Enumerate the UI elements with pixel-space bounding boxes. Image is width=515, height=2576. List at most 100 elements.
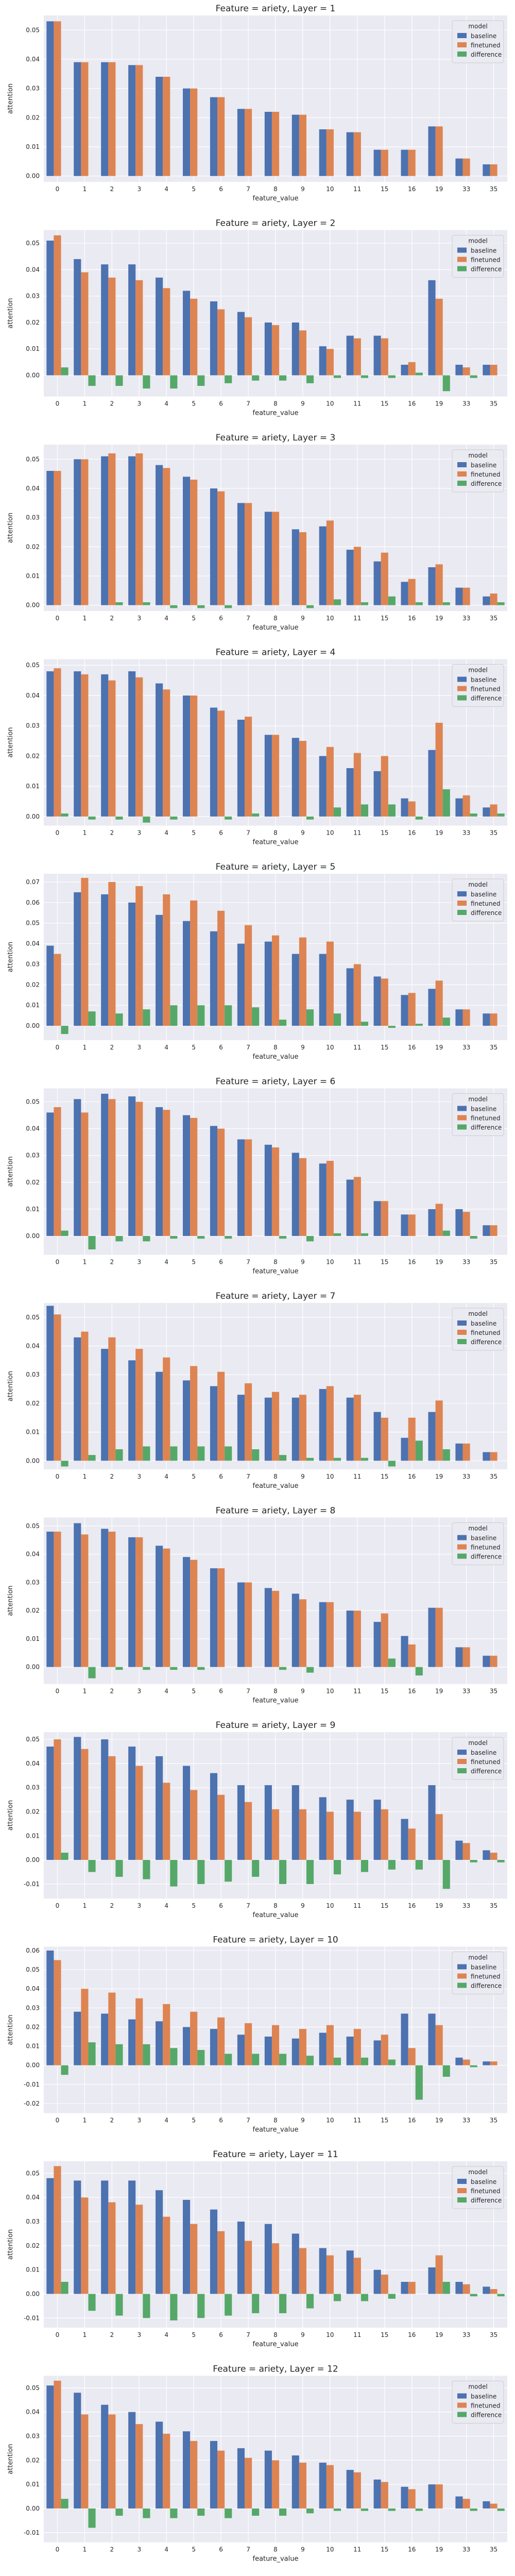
y-tick-label: 0.03 xyxy=(26,514,40,521)
y-tick-label: 0.03 xyxy=(26,1784,40,1791)
y-tick-label: 0.00 xyxy=(26,2290,40,2297)
x-tick-label: 0 xyxy=(56,829,60,837)
bar-difference-9 xyxy=(306,816,314,820)
bar-baseline-33 xyxy=(455,2057,463,2065)
bar-finetuned-10 xyxy=(326,129,334,176)
bar-difference-3 xyxy=(143,375,150,389)
x-tick-label: 11 xyxy=(353,1473,361,1480)
bar-difference-8 xyxy=(279,2054,287,2065)
bar-baseline-7 xyxy=(237,1582,245,1667)
bar-difference-5 xyxy=(197,605,205,608)
x-tick-label: 1 xyxy=(83,1688,87,1695)
bar-baseline-9 xyxy=(291,1397,299,1461)
bar-difference-6 xyxy=(225,1236,232,1239)
bar-difference-33 xyxy=(470,2508,477,2511)
y-axis-label: attention xyxy=(7,727,14,757)
bar-baseline-2 xyxy=(101,264,109,376)
legend-label-difference: difference xyxy=(471,2412,502,2419)
bar-baseline-10 xyxy=(319,2463,327,2509)
bar-baseline-33 xyxy=(455,158,463,176)
bar-difference-3 xyxy=(143,2508,150,2518)
y-tick-label: 0.04 xyxy=(26,266,40,273)
bar-finetuned-9 xyxy=(299,937,306,1026)
x-tick-label: 0 xyxy=(56,400,60,408)
y-axis-label: attention xyxy=(7,1800,14,1831)
x-tick-label: 2 xyxy=(110,400,114,408)
x-tick-label: 10 xyxy=(326,1902,334,1909)
bar-difference-33 xyxy=(470,814,477,817)
bar-difference-10 xyxy=(333,2508,341,2511)
legend-label-baseline: baseline xyxy=(471,32,496,40)
bar-finetuned-4 xyxy=(163,1357,170,1461)
bar-difference-7 xyxy=(252,375,260,381)
bar-difference-1 xyxy=(88,816,96,820)
bar-baseline-19 xyxy=(428,2267,436,2294)
y-tick-label: 0.03 xyxy=(26,85,40,92)
bar-difference-4 xyxy=(170,1667,178,1670)
bar-baseline-2 xyxy=(101,2013,109,2065)
x-tick-label: 16 xyxy=(408,2331,416,2338)
bar-baseline-7 xyxy=(237,312,245,376)
x-tick-label: 7 xyxy=(246,829,250,837)
bar-finetuned-33 xyxy=(462,367,470,376)
bar-finetuned-16 xyxy=(408,1828,416,1860)
bar-finetuned-35 xyxy=(490,804,497,817)
y-tick-label: 0.04 xyxy=(26,1760,40,1767)
bar-baseline-35 xyxy=(483,1013,490,1026)
bar-difference-15 xyxy=(388,596,396,605)
bar-difference-0 xyxy=(61,367,68,376)
legend-swatch-baseline xyxy=(457,2393,467,2399)
x-tick-label: 1 xyxy=(83,1259,87,1266)
bar-finetuned-19 xyxy=(435,2025,443,2065)
bar-difference-6 xyxy=(225,605,232,608)
bar-finetuned-4 xyxy=(163,1783,170,1860)
bar-difference-2 xyxy=(115,1449,123,1461)
bar-finetuned-0 xyxy=(54,2380,61,2509)
bar-baseline-3 xyxy=(128,2412,136,2509)
legend-label-difference: difference xyxy=(471,1982,502,1990)
bar-baseline-33 xyxy=(455,1009,463,1026)
bar-baseline-4 xyxy=(156,1371,163,1461)
bar-difference-5 xyxy=(197,1446,205,1461)
bar-finetuned-7 xyxy=(245,2023,252,2065)
bar-baseline-19 xyxy=(428,567,436,605)
bar-finetuned-5 xyxy=(190,88,198,176)
bar-finetuned-3 xyxy=(135,886,143,1026)
bar-baseline-15 xyxy=(373,771,381,817)
bar-difference-2 xyxy=(115,2508,123,2516)
bar-finetuned-6 xyxy=(217,1371,225,1461)
legend-label-difference: difference xyxy=(471,1768,502,1775)
bar-finetuned-9 xyxy=(299,2463,306,2509)
bar-baseline-8 xyxy=(264,1785,272,1860)
legend-title: model xyxy=(468,1096,487,1103)
x-tick-label: 9 xyxy=(301,2546,305,2553)
x-tick-label: 11 xyxy=(353,1044,361,1051)
bar-finetuned-33 xyxy=(462,1647,470,1667)
bar-finetuned-9 xyxy=(299,1158,306,1236)
y-tick-label: 0.05 xyxy=(26,2384,40,2392)
legend-swatch-baseline xyxy=(457,891,467,896)
bar-difference-4 xyxy=(170,1860,178,1887)
bar-baseline-6 xyxy=(210,97,218,176)
x-tick-label: 15 xyxy=(381,829,388,837)
y-tick-label: 0.03 xyxy=(26,722,40,730)
x-tick-label: 6 xyxy=(219,2546,223,2553)
x-tick-label: 3 xyxy=(137,185,141,193)
bar-baseline-35 xyxy=(483,1452,490,1461)
bar-baseline-33 xyxy=(455,1840,463,1860)
bar-difference-33 xyxy=(470,2294,477,2297)
x-axis-label: feature_value xyxy=(253,624,299,632)
bar-difference-2 xyxy=(115,1860,123,1877)
x-tick-label: 8 xyxy=(273,1902,278,1909)
bar-baseline-5 xyxy=(183,695,191,817)
bar-difference-9 xyxy=(306,605,314,608)
bar-finetuned-16 xyxy=(408,1214,416,1236)
x-tick-label: 5 xyxy=(192,829,196,837)
bar-baseline-35 xyxy=(483,364,490,376)
bar-baseline-7 xyxy=(237,2035,245,2065)
bar-finetuned-16 xyxy=(408,993,416,1026)
x-tick-label: 4 xyxy=(164,185,168,193)
x-tick-label: 35 xyxy=(490,1902,497,1909)
bar-baseline-8 xyxy=(264,2450,272,2509)
bar-difference-3 xyxy=(143,1009,150,1026)
